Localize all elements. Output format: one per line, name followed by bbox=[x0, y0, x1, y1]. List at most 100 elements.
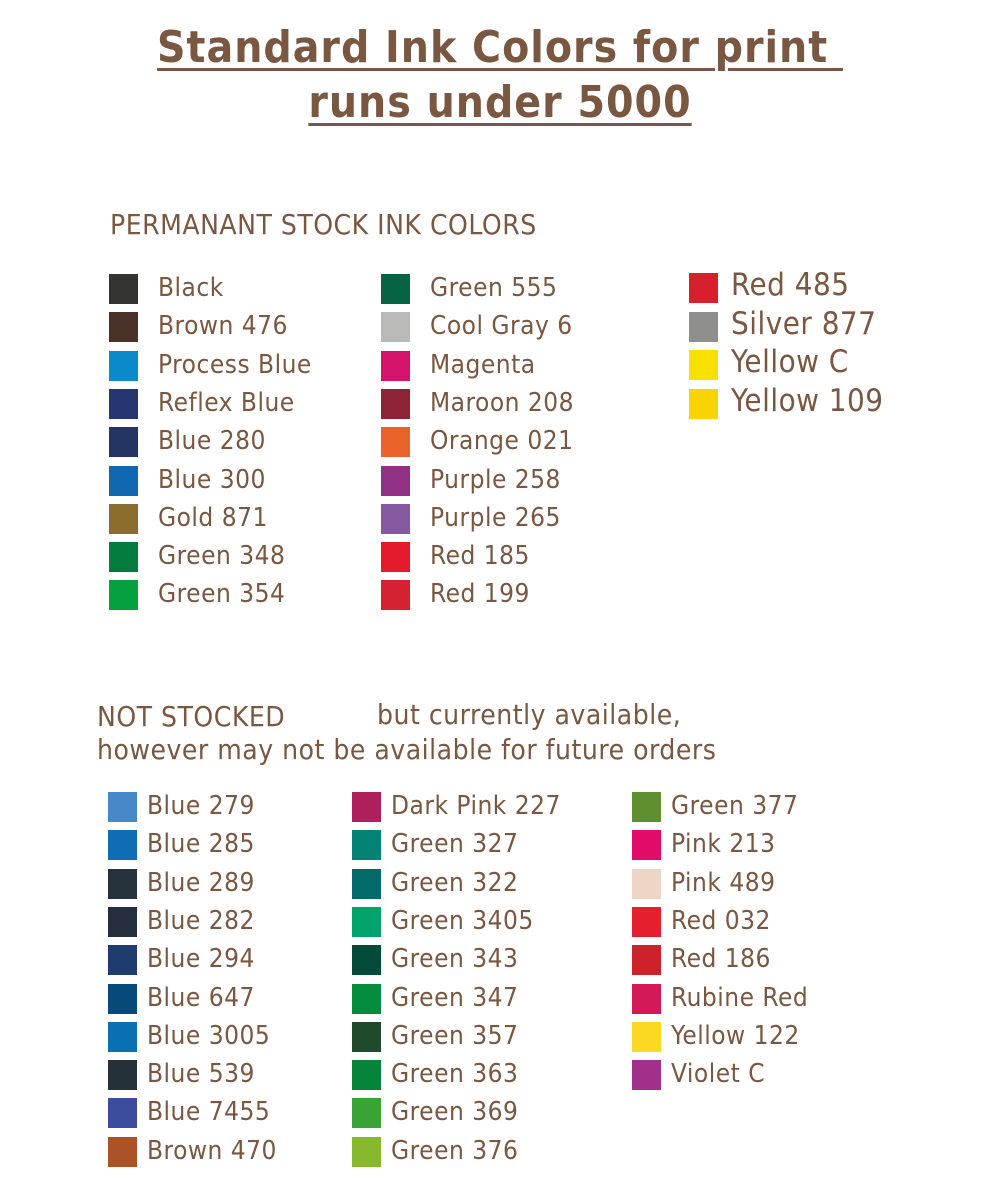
not-stocked-heading: NOT STOCKED bbox=[97, 700, 286, 733]
color-swatch bbox=[632, 868, 661, 899]
color-label: Green 347 bbox=[391, 982, 519, 1013]
color-swatch bbox=[109, 542, 138, 573]
color-swatch bbox=[108, 1021, 137, 1052]
color-label: Maroon 208 bbox=[430, 387, 575, 418]
color-label: Purple 258 bbox=[430, 464, 561, 495]
color-label: Red 186 bbox=[671, 944, 771, 975]
color-label: Blue 285 bbox=[147, 829, 255, 860]
color-swatch bbox=[689, 273, 718, 303]
color-swatch bbox=[381, 542, 410, 573]
color-label: Blue 282 bbox=[147, 905, 255, 936]
color-swatch bbox=[632, 945, 661, 976]
color-swatch bbox=[352, 1021, 381, 1052]
color-label: Green 377 bbox=[671, 791, 799, 821]
color-swatch bbox=[108, 983, 137, 1014]
color-swatch bbox=[632, 792, 661, 822]
color-swatch bbox=[352, 868, 381, 899]
color-label: Blue 300 bbox=[158, 464, 266, 495]
color-swatch bbox=[381, 465, 410, 496]
color-label: Blue 539 bbox=[147, 1059, 255, 1090]
color-label: Rubine Red bbox=[671, 982, 809, 1013]
color-swatch bbox=[109, 312, 138, 343]
color-swatch bbox=[381, 503, 410, 534]
color-swatch bbox=[108, 1136, 137, 1167]
color-swatch bbox=[352, 1098, 381, 1129]
color-label: Green 363 bbox=[391, 1059, 519, 1090]
color-label: Green 357 bbox=[391, 1020, 519, 1051]
color-label: Green 555 bbox=[430, 273, 558, 303]
color-swatch bbox=[109, 350, 138, 381]
color-swatch bbox=[381, 388, 410, 419]
color-label: Blue 289 bbox=[147, 867, 255, 898]
color-label: Green 348 bbox=[158, 541, 286, 572]
color-label: Red 485 bbox=[731, 267, 850, 303]
color-label: Green 354 bbox=[158, 579, 286, 610]
color-label: Orange 021 bbox=[430, 426, 574, 457]
color-swatch bbox=[109, 427, 138, 458]
color-label: Cool Gray 6 bbox=[430, 311, 573, 342]
color-label: Green 343 bbox=[391, 944, 519, 975]
color-swatch bbox=[108, 906, 137, 937]
page-title-line-2: runs under 5000 bbox=[308, 77, 692, 128]
color-swatch bbox=[689, 350, 718, 380]
color-label: Pink 489 bbox=[671, 867, 776, 898]
color-label: Green 327 bbox=[391, 829, 519, 860]
color-swatch bbox=[689, 388, 718, 419]
color-swatch bbox=[109, 388, 138, 419]
color-label: Blue 7455 bbox=[147, 1097, 271, 1128]
color-label: Yellow 109 bbox=[731, 382, 884, 419]
color-label: Brown 476 bbox=[158, 311, 288, 342]
permanent-stock-heading: PERMANANT STOCK INK COLORS bbox=[110, 208, 537, 241]
color-label: Blue 279 bbox=[147, 791, 255, 821]
color-label: Green 369 bbox=[391, 1097, 519, 1128]
color-label: Violet C bbox=[671, 1059, 766, 1090]
not-stocked-heading-line-2: however may not be available for future … bbox=[97, 733, 717, 766]
color-swatch bbox=[108, 792, 137, 822]
color-swatch bbox=[352, 906, 381, 937]
color-swatch bbox=[632, 1021, 661, 1052]
color-swatch bbox=[352, 830, 381, 861]
color-swatch bbox=[109, 503, 138, 534]
color-swatch bbox=[632, 1060, 661, 1091]
color-label: Yellow 122 bbox=[671, 1020, 800, 1051]
color-swatch bbox=[108, 945, 137, 976]
color-label: Pink 213 bbox=[671, 829, 776, 860]
color-swatch bbox=[109, 580, 138, 611]
color-swatch bbox=[381, 427, 410, 458]
color-label: Green 3405 bbox=[391, 905, 534, 936]
color-swatch bbox=[352, 792, 381, 822]
color-label: Gold 871 bbox=[158, 502, 268, 533]
color-label: Brown 470 bbox=[147, 1135, 277, 1166]
color-label: Red 185 bbox=[430, 541, 530, 572]
color-swatch bbox=[381, 580, 410, 611]
color-swatch bbox=[381, 350, 410, 381]
color-swatch bbox=[108, 1060, 137, 1091]
color-swatch bbox=[352, 1136, 381, 1167]
color-label: Silver 877 bbox=[731, 305, 877, 342]
color-label: Red 032 bbox=[671, 905, 771, 936]
color-label: Black bbox=[158, 273, 224, 303]
color-label: Process Blue bbox=[158, 349, 312, 380]
color-swatch bbox=[381, 312, 410, 343]
color-label: Green 376 bbox=[391, 1135, 519, 1166]
color-label: Purple 265 bbox=[430, 502, 561, 533]
color-label: Blue 3005 bbox=[147, 1020, 271, 1051]
color-swatch bbox=[632, 830, 661, 861]
color-swatch bbox=[352, 1060, 381, 1091]
color-label: Red 199 bbox=[430, 579, 530, 610]
color-swatch bbox=[108, 868, 137, 899]
color-label: Dark Pink 227 bbox=[391, 791, 561, 821]
color-label: Green 322 bbox=[391, 867, 519, 898]
color-label: Reflex Blue bbox=[158, 387, 295, 418]
color-swatch bbox=[352, 945, 381, 976]
color-swatch bbox=[381, 274, 410, 304]
color-swatch bbox=[352, 983, 381, 1014]
color-swatch bbox=[632, 906, 661, 937]
not-stocked-heading-note: but currently available, bbox=[377, 698, 682, 731]
color-swatch bbox=[108, 1098, 137, 1129]
color-label: Blue 294 bbox=[147, 944, 255, 975]
color-swatch bbox=[108, 830, 137, 861]
color-label: Magenta bbox=[430, 349, 536, 380]
color-swatch bbox=[109, 274, 138, 304]
page-title-line-1: Standard Ink Colors for print bbox=[157, 22, 843, 73]
